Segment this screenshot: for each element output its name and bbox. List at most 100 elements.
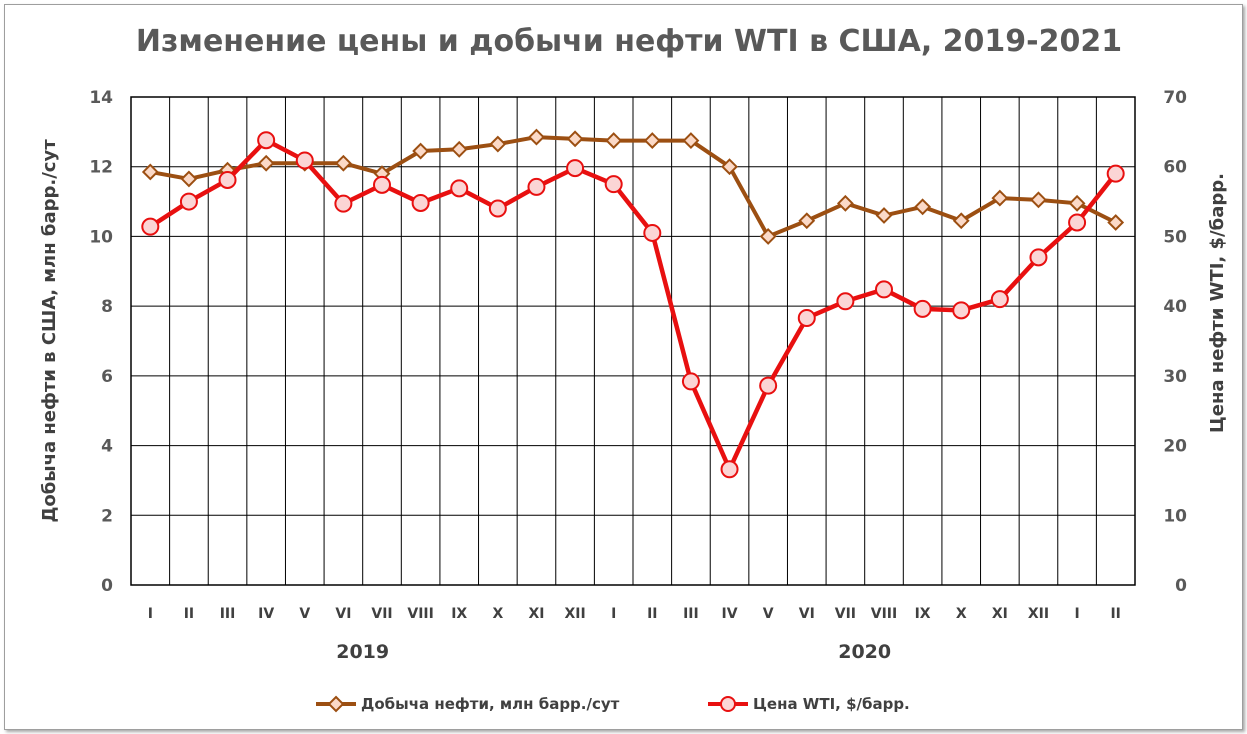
x-tick-label: I bbox=[1074, 606, 1079, 622]
right-tick-label: 10 bbox=[1163, 506, 1187, 526]
data-point-production bbox=[566, 130, 584, 148]
legend-marker-production bbox=[327, 695, 345, 713]
data-point-price bbox=[836, 292, 855, 311]
x-tick-label: IX bbox=[451, 606, 467, 622]
right-axis-label: Цена нефти WTI, $/барр. bbox=[1207, 173, 1228, 433]
data-point-production bbox=[836, 194, 854, 212]
legend-marker-price bbox=[720, 696, 736, 712]
data-point-price bbox=[141, 217, 160, 236]
x-tick-label: VI bbox=[335, 606, 351, 622]
data-point-production bbox=[180, 170, 198, 188]
chart-title: Изменение цены и добычи нефти WTI в США,… bbox=[136, 24, 1122, 59]
x-tick-label: II bbox=[647, 606, 657, 622]
data-point-price bbox=[604, 175, 623, 194]
data-point-production bbox=[450, 140, 468, 158]
year-label: 2019 bbox=[336, 641, 389, 663]
data-point-price bbox=[257, 131, 276, 150]
data-point-production bbox=[759, 228, 777, 245]
left-tick-label: 2 bbox=[101, 506, 113, 526]
data-point-price bbox=[411, 193, 430, 212]
data-point-price bbox=[450, 179, 469, 198]
data-point-price bbox=[681, 372, 700, 391]
data-point-production bbox=[875, 207, 893, 224]
x-tick-label: VII bbox=[371, 606, 392, 622]
x-tick-label: III bbox=[220, 606, 236, 622]
x-tick-label: X bbox=[956, 606, 967, 622]
x-tick-label: XII bbox=[564, 606, 585, 622]
data-point-price bbox=[720, 460, 739, 479]
x-tick-label: IV bbox=[722, 606, 738, 622]
data-point-production bbox=[334, 154, 352, 172]
year-label: 2020 bbox=[838, 641, 891, 663]
right-tick-label: 30 bbox=[1163, 367, 1187, 387]
data-point-price bbox=[797, 308, 816, 327]
data-point-price bbox=[218, 170, 237, 189]
legend-item-production: Добыча нефти, млн барр./сут bbox=[316, 695, 620, 713]
x-tick-label: VIII bbox=[871, 606, 897, 622]
right-tick-label: 0 bbox=[1175, 576, 1187, 596]
right-axis-ticks: 0 10 20 30 40 50 60 70 bbox=[1163, 88, 1187, 596]
data-point-production bbox=[952, 212, 970, 230]
data-point-price bbox=[488, 199, 507, 218]
x-tick-label: IV bbox=[258, 606, 274, 622]
data-point-production bbox=[991, 189, 1009, 207]
data-point-price bbox=[643, 223, 662, 242]
data-point-production bbox=[141, 163, 159, 181]
x-tick-label: XI bbox=[528, 606, 544, 622]
right-tick-label: 50 bbox=[1163, 227, 1187, 247]
legend-label-price: Цена WTI, $/барр. bbox=[753, 695, 910, 713]
left-axis-label: Добыча нефти в США, млн барр./сут bbox=[39, 139, 60, 523]
plot-grid bbox=[130, 96, 1136, 586]
data-point-price bbox=[990, 290, 1009, 309]
data-point-price bbox=[566, 159, 585, 178]
data-point-price bbox=[179, 192, 198, 211]
data-point-production bbox=[1030, 191, 1047, 209]
data-point-production bbox=[1068, 194, 1086, 212]
x-tick-label: XI bbox=[992, 606, 1008, 622]
x-tick-label: VI bbox=[799, 606, 815, 622]
data-point-price bbox=[913, 299, 932, 318]
legend-label-production: Добыча нефти, млн барр./сут bbox=[361, 695, 620, 713]
x-tick-label: VII bbox=[835, 606, 856, 622]
data-point-production bbox=[605, 132, 623, 149]
data-point-price bbox=[759, 376, 778, 395]
data-point-price bbox=[1068, 213, 1087, 232]
right-tick-label: 60 bbox=[1163, 158, 1187, 178]
data-point-production bbox=[489, 135, 507, 153]
x-tick-label: II bbox=[184, 606, 194, 622]
data-point-price bbox=[1029, 248, 1048, 267]
x-tick-label: I bbox=[611, 606, 616, 622]
data-point-production bbox=[721, 158, 738, 176]
data-point-production bbox=[1107, 214, 1125, 231]
data-point-production bbox=[682, 132, 700, 149]
year-labels: 2019 2020 bbox=[336, 641, 891, 663]
data-point-production bbox=[528, 128, 545, 146]
x-tick-label: III bbox=[683, 606, 699, 622]
x-tick-label: IX bbox=[915, 606, 931, 622]
chart-frame: Изменение цены и добычи нефти WTI в США,… bbox=[4, 4, 1243, 730]
data-point-price bbox=[527, 177, 546, 196]
legend-item-price: Цена WTI, $/барр. bbox=[708, 695, 910, 713]
data-point-production bbox=[798, 212, 816, 230]
data-point-price bbox=[875, 280, 893, 299]
x-tick-label: XII bbox=[1028, 606, 1049, 622]
data-point-production bbox=[643, 132, 661, 149]
x-tick-label: X bbox=[492, 606, 503, 622]
right-tick-label: 70 bbox=[1163, 88, 1187, 108]
x-tick-label: V bbox=[763, 606, 774, 622]
left-tick-label: 6 bbox=[101, 367, 113, 387]
left-tick-label: 12 bbox=[89, 158, 113, 178]
x-tick-label: I bbox=[148, 606, 153, 622]
data-point-price bbox=[295, 151, 314, 170]
data-point-price bbox=[1106, 164, 1125, 183]
data-point-price bbox=[952, 301, 971, 320]
right-tick-label: 40 bbox=[1163, 297, 1187, 317]
right-tick-label: 20 bbox=[1163, 437, 1187, 457]
data-point-production bbox=[412, 142, 430, 160]
left-tick-label: 8 bbox=[101, 297, 113, 317]
legend: Добыча нефти, млн барр./сут Цена WTI, $/… bbox=[316, 695, 910, 713]
x-tick-label: VIII bbox=[407, 606, 433, 622]
x-tick-label: V bbox=[299, 606, 310, 622]
left-tick-label: 0 bbox=[101, 576, 113, 596]
left-tick-label: 10 bbox=[89, 227, 113, 247]
